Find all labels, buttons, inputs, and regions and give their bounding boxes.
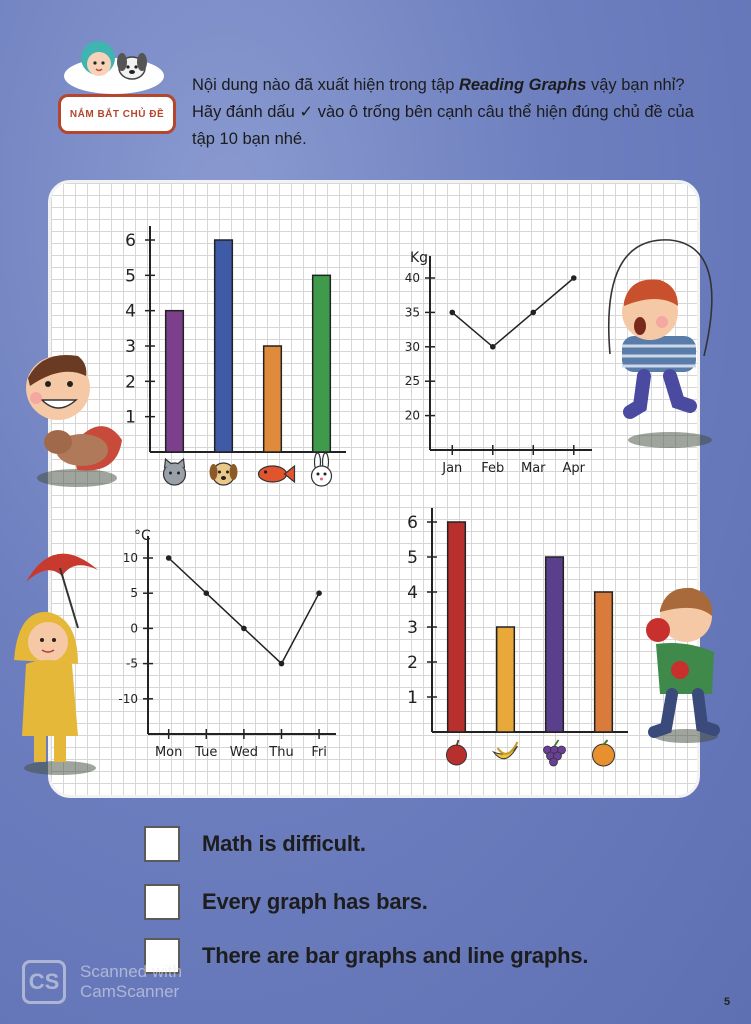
data-line — [451, 277, 575, 348]
rabbit-icon — [310, 452, 333, 487]
bar-fish — [262, 345, 283, 453]
graph-paper-card — [48, 180, 700, 798]
grapes-icon — [543, 739, 566, 767]
y-tick-label: 6 — [407, 513, 418, 533]
y-tick-label: 4 — [407, 583, 418, 603]
option-3-checkbox[interactable] — [144, 938, 180, 974]
x-tick-label: Mon — [155, 745, 182, 760]
y-tick-label: 6 — [125, 231, 136, 251]
x-tick-label: Tue — [194, 745, 217, 760]
y-tick-label: 1 — [407, 688, 418, 708]
dog-icon — [209, 462, 238, 486]
y-tick-label: 5 — [130, 586, 138, 600]
option-1-text: Math is difficult. — [202, 831, 366, 856]
x-tick-label: Apr — [563, 461, 586, 476]
x-tick-label: Feb — [481, 461, 504, 476]
option-3-text: There are bar graphs and line graphs. — [202, 943, 589, 968]
data-point-Tue — [203, 590, 210, 596]
fish-icon — [257, 464, 296, 484]
data-point-Wed — [241, 625, 247, 632]
banana-icon — [491, 741, 519, 760]
option-1-checkbox[interactable] — [144, 826, 180, 862]
bar-apple — [446, 521, 467, 733]
y-tick-label: 3 — [407, 618, 418, 638]
data-point-Fri — [316, 590, 322, 596]
page-number: 5 — [724, 996, 731, 1008]
y-tick-label: 4 — [125, 302, 136, 322]
x-tick-label: Thu — [268, 745, 293, 760]
option-2-text: Every graph has bars. — [202, 889, 428, 914]
y-tick-label: 35 — [405, 305, 420, 319]
data-point-Apr — [570, 275, 577, 281]
intro-text-start: Nội dung nào đã xuất hiện trong tập — [192, 76, 459, 94]
data-point-Mar — [530, 309, 537, 316]
unit-label: Kg — [410, 250, 428, 266]
bar-banana — [495, 626, 516, 733]
y-tick-label: 5 — [125, 266, 136, 286]
option-2-checkbox[interactable] — [144, 884, 180, 920]
camscanner-watermark: CS Scanned with CamScanner — [22, 960, 182, 1004]
y-tick-label: 0 — [130, 621, 138, 635]
y-tick-label: 25 — [405, 374, 420, 388]
option-bar-and-line-graphs: There are bar graphs and line graphs. — [144, 938, 588, 974]
bar-rabbit — [311, 274, 332, 453]
boy-with-dog-illustration — [26, 354, 122, 487]
option-math-difficult: Math is difficult. — [144, 826, 366, 862]
option-every-graph-bars: Every graph has bars. — [144, 884, 428, 920]
y-tick-label: 1 — [125, 408, 136, 428]
data-point-Mon — [165, 555, 172, 561]
boy-jumping-rope-illustration — [608, 239, 713, 448]
instruction-text: Nội dung nào đã xuất hiện trong tập Read… — [192, 72, 712, 153]
y-tick-label: -5 — [126, 657, 138, 671]
camscanner-logo-icon: CS — [22, 960, 66, 1004]
bar-dog — [213, 239, 234, 453]
y-tick-label: 3 — [125, 337, 136, 357]
intro-text-end: vậy bạn nhỉ? Hãy đánh dấu ✓ vào ô trống … — [192, 76, 694, 148]
topic-badge: NẮM BẮT CHỦ ĐỀ — [58, 94, 176, 134]
unit-label: °C — [134, 528, 151, 544]
data-point-Thu — [278, 660, 285, 667]
bar-cat — [164, 309, 185, 453]
bar-orange — [593, 591, 614, 733]
x-tick-label: Jan — [441, 461, 462, 476]
y-tick-label: -10 — [118, 692, 138, 706]
y-tick-label: 30 — [405, 340, 420, 354]
x-tick-label: Wed — [230, 745, 258, 760]
bar-grapes — [544, 556, 565, 733]
x-tick-label: Mar — [521, 461, 546, 476]
y-tick-label: 10 — [123, 551, 138, 565]
animal-bar-chart: 1 2 3 4 5 6 — [125, 226, 346, 487]
fruit-bar-chart: 1 2 3 4 5 6 — [407, 508, 628, 767]
data-point-Jan — [449, 309, 456, 316]
weight-line-chart: Kg 20 25 30 35 40 Jan Feb Mar Apr — [405, 250, 592, 476]
boy-eating-apple-illustration — [646, 587, 720, 743]
y-tick-label: 2 — [407, 653, 418, 673]
y-tick-label: 2 — [125, 372, 136, 392]
orange-icon — [592, 739, 615, 767]
x-tick-label: Fri — [311, 745, 327, 760]
apple-icon — [446, 739, 467, 766]
watermark-line-1: Scanned with — [80, 962, 183, 981]
data-point-Feb — [489, 344, 496, 350]
girl-and-dog-illustration — [64, 41, 164, 94]
temperature-line-chart: °C -10 -5 0 5 10 Mon Tue Wed Thu Fri — [118, 528, 336, 760]
girl-with-umbrella-illustration — [14, 553, 98, 775]
cat-icon — [162, 457, 187, 486]
y-tick-label: 20 — [405, 409, 420, 423]
y-tick-label: 5 — [407, 548, 418, 568]
intro-text-title: Reading Graphs — [458, 76, 587, 94]
watermark-line-2: CamScanner — [80, 982, 180, 1001]
data-line — [168, 557, 320, 665]
y-tick-label: 40 — [405, 271, 420, 285]
